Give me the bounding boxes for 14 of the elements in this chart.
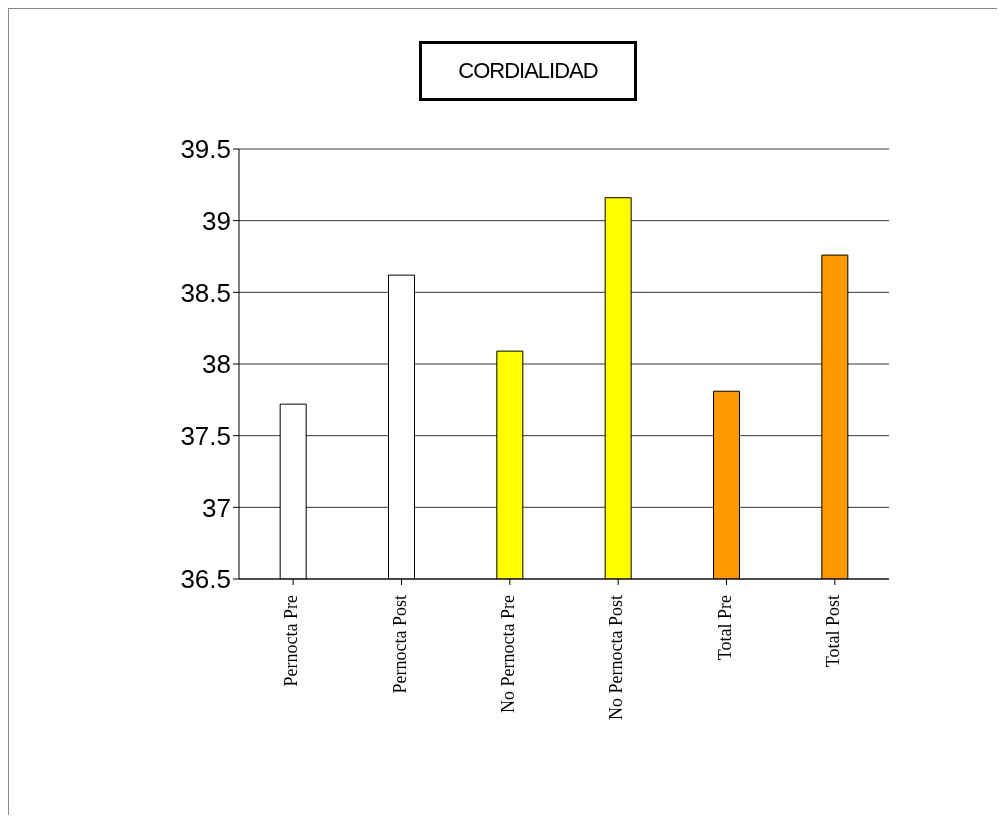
y-tick-label: 37.5 xyxy=(180,420,231,451)
y-tick-label: 38.5 xyxy=(180,277,231,308)
x-tick-label: No Pernocta Post xyxy=(606,595,627,720)
x-tick-label: Pernocta Pre xyxy=(281,594,302,687)
y-tick-label: 39.5 xyxy=(180,134,231,165)
x-tick-label: No Pernocta Pre xyxy=(497,594,518,713)
y-tick-label: 37 xyxy=(202,492,231,523)
y-tick-label: 36.5 xyxy=(180,564,231,595)
x-tick-label: Pernocta Post xyxy=(389,595,410,694)
x-tick-label: Total Post xyxy=(822,595,843,668)
y-tick-label: 39 xyxy=(202,205,231,236)
chart-title: CORDIALIDAD xyxy=(419,41,637,101)
y-tick-label: 38 xyxy=(202,349,231,380)
x-tick-label: Total Pre xyxy=(714,595,735,661)
